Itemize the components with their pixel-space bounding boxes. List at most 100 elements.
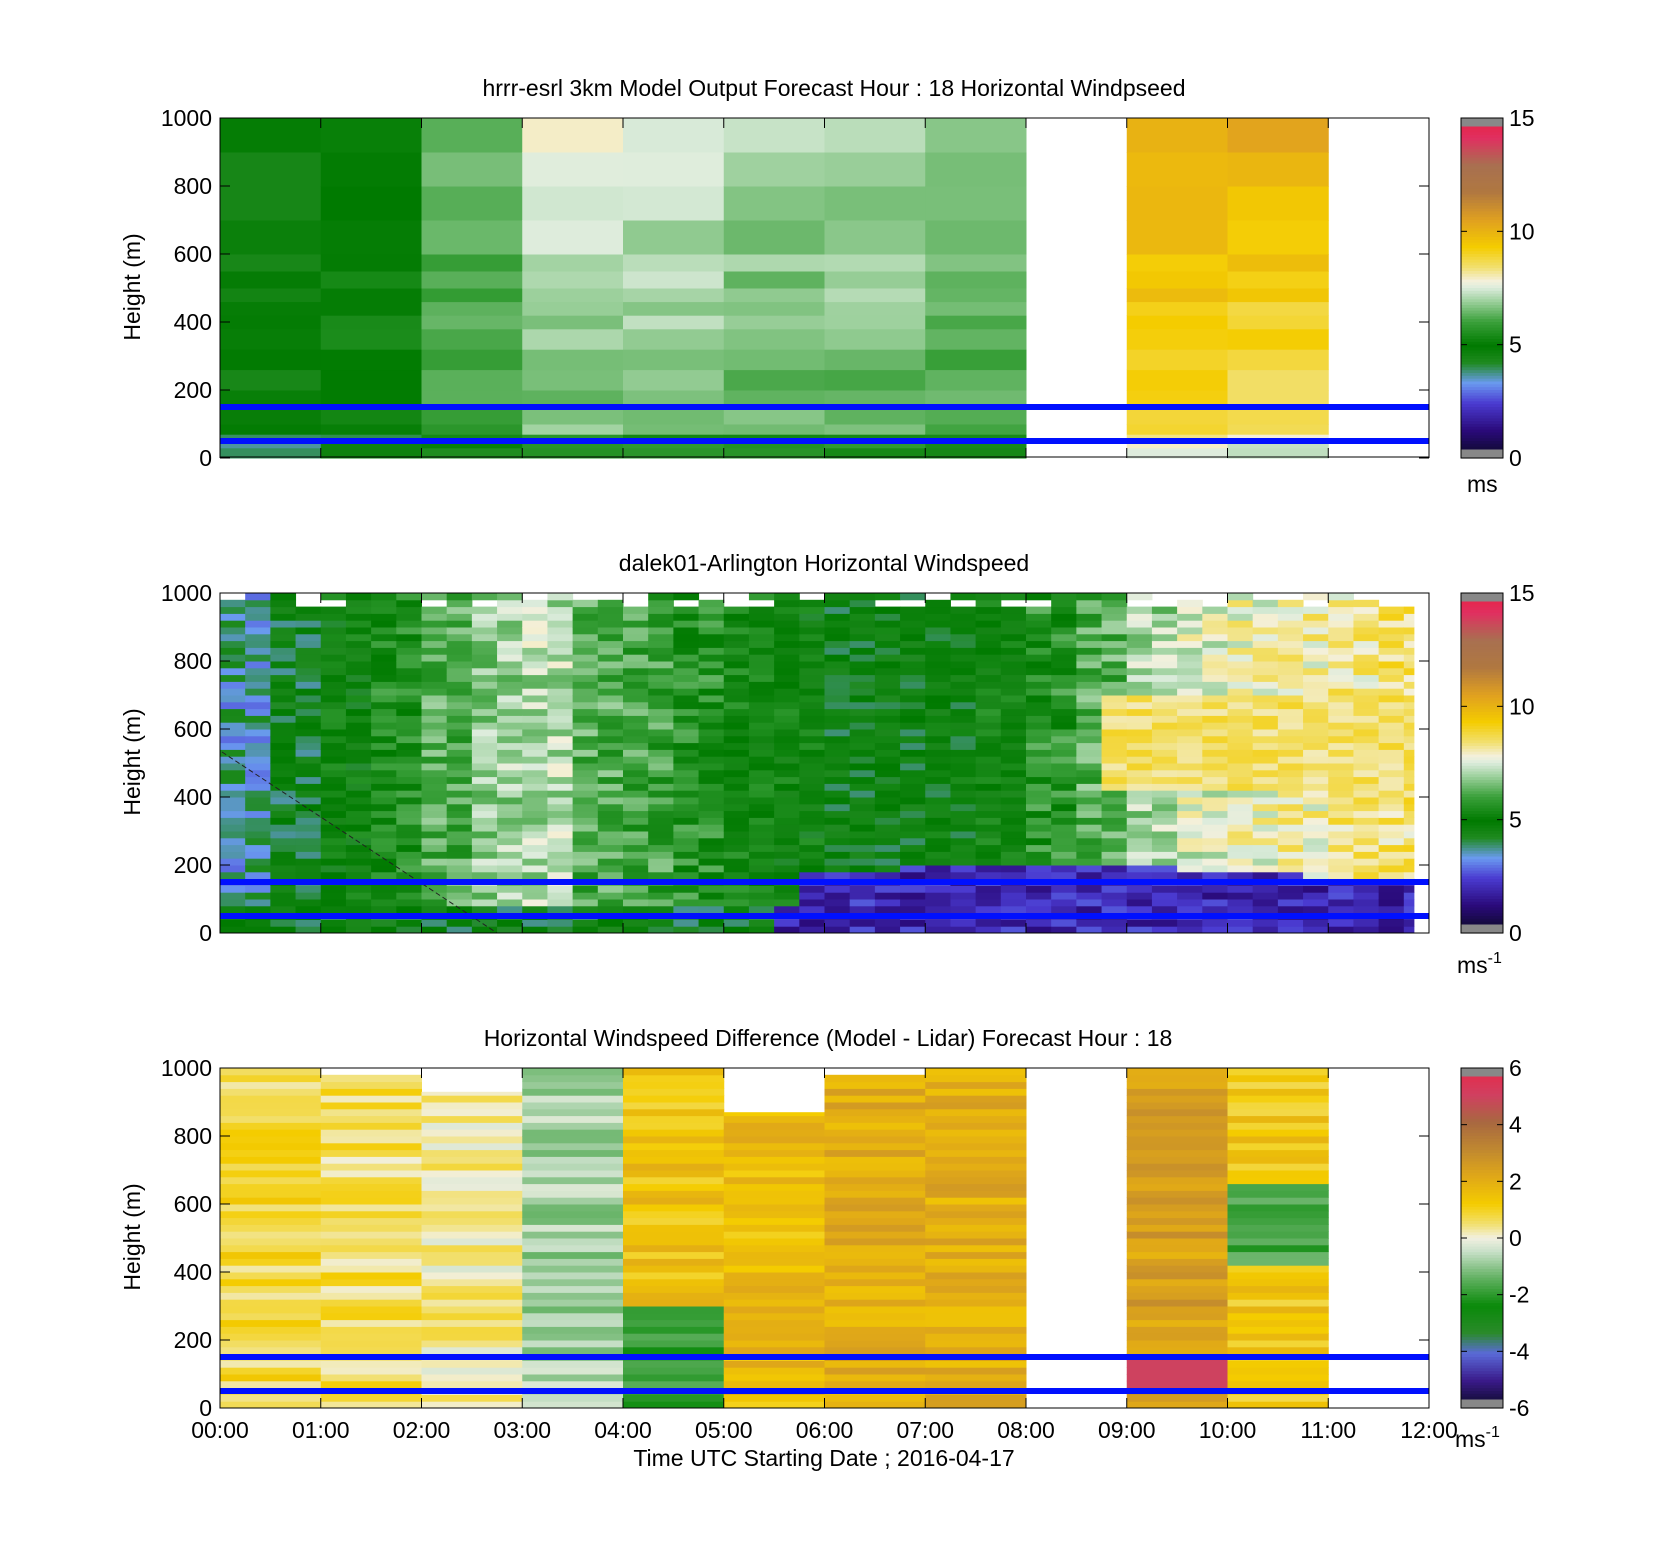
colorbar-swatch <box>1461 327 1503 332</box>
heatmap-cell <box>1051 627 1077 635</box>
heatmap-cell <box>371 749 397 757</box>
heatmap-cell <box>421 424 523 435</box>
heatmap-cell <box>1403 654 1415 662</box>
heatmap-cell <box>446 742 473 750</box>
heatmap-cell <box>1101 620 1128 628</box>
heatmap-cell <box>270 688 297 696</box>
heatmap-cell <box>1101 837 1128 846</box>
heatmap-cell <box>320 776 347 784</box>
heatmap-cell <box>220 220 322 255</box>
heatmap-cell <box>1051 613 1077 621</box>
heatmap-cell <box>623 899 649 907</box>
heatmap-cell <box>597 627 624 635</box>
heatmap-cell <box>220 271 322 289</box>
heatmap-cell <box>1403 633 1415 642</box>
heatmap-cell <box>522 1170 624 1178</box>
heatmap-cell <box>1126 763 1153 771</box>
colorbar-frame <box>1460 117 1504 459</box>
heatmap-cell <box>1303 871 1329 880</box>
heatmap-cell <box>925 613 951 621</box>
heatmap-cell <box>648 769 674 778</box>
heatmap-cell <box>1202 865 1228 873</box>
colorbar-swatch <box>1461 700 1503 705</box>
heatmap-cell <box>220 899 246 907</box>
heatmap-cell <box>371 824 397 832</box>
heatmap-cell <box>774 797 800 805</box>
heatmap-cell <box>849 831 876 839</box>
heatmap-cell <box>623 1326 725 1334</box>
heatmap-cell <box>421 769 448 778</box>
heatmap-cell <box>799 865 825 873</box>
heatmap-cell <box>1000 776 1027 784</box>
heatmap-cell <box>1353 654 1380 662</box>
heatmap-cell <box>975 790 1002 798</box>
heatmap-cell <box>1000 674 1027 682</box>
heatmap-cell <box>1252 613 1279 621</box>
heatmap-cell <box>245 763 271 771</box>
heatmap-cell <box>673 708 700 716</box>
heatmap-cell <box>1026 729 1052 737</box>
heatmap-cell <box>1126 1306 1228 1314</box>
heatmap-cell <box>673 851 700 859</box>
heatmap-cell <box>371 654 397 662</box>
heatmap-cell <box>1076 633 1103 642</box>
heatmap-cell <box>824 613 851 621</box>
heatmap-cell <box>623 1176 725 1185</box>
heatmap-cell <box>975 729 1002 737</box>
heatmap-cell <box>623 640 649 648</box>
heatmap-cell <box>1076 817 1103 825</box>
heatmap-cell <box>1277 899 1304 907</box>
heatmap-cell <box>925 640 951 648</box>
colorbar-swatch <box>1461 1206 1503 1211</box>
heatmap-cell <box>774 926 800 934</box>
heatmap-cell <box>421 613 448 621</box>
heatmap-cell <box>320 1292 422 1300</box>
heatmap-cell <box>950 926 977 934</box>
heatmap-cell <box>824 756 851 764</box>
x-tick-label: 04:00 <box>594 1417 652 1443</box>
heatmap-cell <box>950 729 977 737</box>
heatmap-cell <box>522 613 548 621</box>
heatmap-cell <box>345 851 372 859</box>
heatmap-cell <box>774 899 800 907</box>
heatmap-cell <box>547 613 574 621</box>
heatmap-cell <box>1051 606 1077 614</box>
colorbar-swatch <box>1461 1246 1503 1250</box>
heatmap-cell <box>698 695 725 703</box>
heatmap-cell <box>1177 763 1203 771</box>
x-tick-label: 11:00 <box>1300 1417 1356 1443</box>
heatmap-cell <box>597 919 624 927</box>
heatmap-cell <box>1353 824 1380 832</box>
heatmap-cell <box>975 831 1002 839</box>
heatmap-cell <box>723 695 750 703</box>
heatmap-cell <box>723 1115 825 1123</box>
heatmap-cell <box>1076 627 1103 635</box>
heatmap-cell <box>925 1163 1027 1171</box>
heatmap-cell <box>522 315 624 330</box>
heatmap-cell <box>522 1326 624 1334</box>
heatmap-cell <box>245 858 271 866</box>
heatmap-cell <box>1126 1122 1228 1130</box>
heatmap-cell <box>572 654 599 662</box>
heatmap-cell <box>900 708 926 716</box>
heatmap-cell <box>673 667 700 676</box>
heatmap-cell <box>421 735 448 744</box>
heatmap-cell <box>623 695 649 703</box>
heatmap-cell <box>1051 790 1077 798</box>
heatmap-cell <box>874 640 901 648</box>
heatmap-cell <box>547 606 574 614</box>
heatmap-cell <box>950 831 977 839</box>
heatmap-cell <box>623 424 725 435</box>
heatmap-cell <box>421 369 523 391</box>
colorbar-swatch <box>1461 884 1503 889</box>
heatmap-cell <box>723 701 750 710</box>
heatmap-cell <box>547 715 574 723</box>
heatmap-cell <box>723 871 750 880</box>
heatmap-cell <box>623 715 649 723</box>
heatmap-cell <box>623 1081 725 1089</box>
heatmap-cell <box>1227 1238 1329 1246</box>
heatmap-cell <box>371 892 397 900</box>
heatmap-cell <box>824 593 851 601</box>
y-tick-label: 200 <box>174 377 212 403</box>
heatmap-cell <box>623 803 649 812</box>
